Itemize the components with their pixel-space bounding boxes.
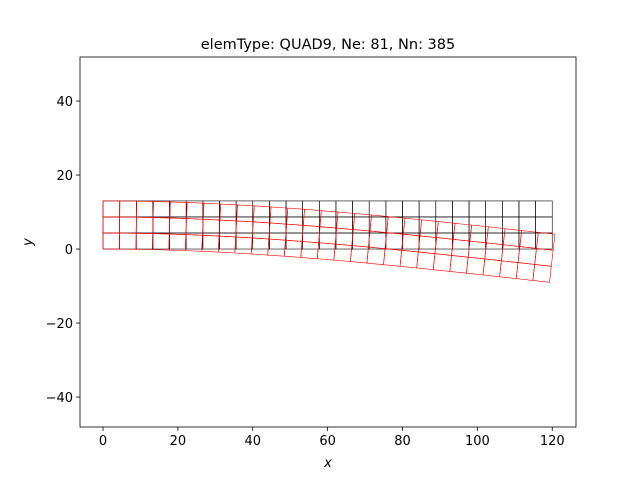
y-axis-label: y <box>21 238 36 247</box>
x-tick-label: 100 <box>465 434 490 449</box>
x-tick-label: 20 <box>170 434 187 449</box>
x-tick-label: 60 <box>319 434 336 449</box>
mesh-element <box>535 200 553 218</box>
x-tick-label: 0 <box>99 434 107 449</box>
chart-title: elemType: QUAD9, Ne: 81, Nn: 385 <box>201 37 456 53</box>
y-tick-label: −20 <box>46 317 73 332</box>
x-tick-label: 80 <box>394 434 411 449</box>
y-tick-label: −40 <box>46 391 73 406</box>
x-axis-label: x <box>323 456 332 471</box>
y-tick-label: 0 <box>65 243 73 258</box>
plot-area <box>102 200 556 283</box>
x-tick-label: 120 <box>540 434 565 449</box>
y-tick-label: 40 <box>56 95 73 110</box>
x-tick-label: 40 <box>244 434 261 449</box>
deformed-element <box>536 232 556 251</box>
y-tick-label: 20 <box>56 169 73 184</box>
